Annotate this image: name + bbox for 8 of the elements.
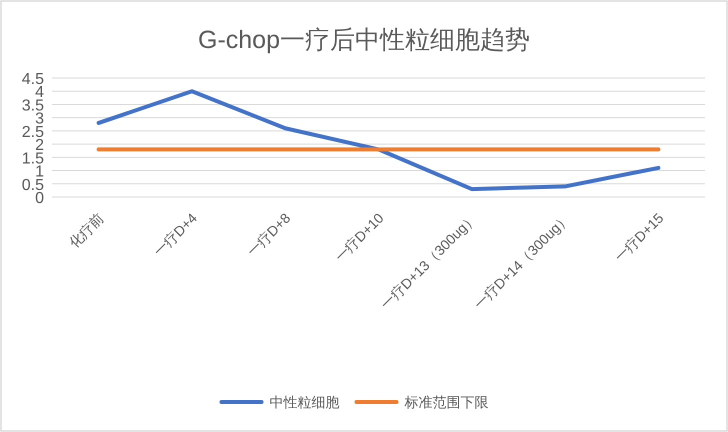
x-tick-label: 化疗前: [66, 210, 107, 251]
legend-label: 中性粒细胞: [270, 394, 340, 410]
y-tick-label: 0: [35, 190, 44, 207]
x-tick-label: 一疗D+8: [244, 210, 294, 260]
chart-title: G-chop一疗后中性粒细胞趋势: [198, 26, 530, 54]
legend-label: 标准范围下限: [404, 394, 488, 410]
line-series: [96, 89, 660, 192]
x-tick-label: 一疗D+4: [150, 210, 200, 260]
